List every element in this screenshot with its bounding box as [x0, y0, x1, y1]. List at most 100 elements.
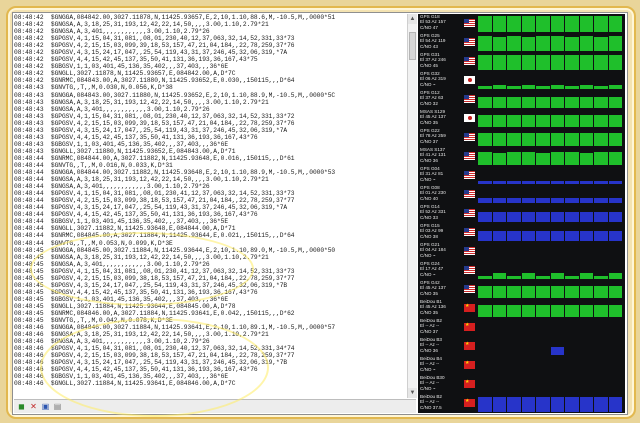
- signal-bar: [550, 305, 564, 317]
- satellite-el: El 37 Az 246: [420, 57, 446, 63]
- signal-bar: [521, 115, 535, 127]
- satellite-row: BeiDou B3 El -- Az -- C/NO 36 ★: [418, 337, 625, 356]
- signal-bar: [536, 231, 550, 241]
- signal-bar: [536, 153, 550, 165]
- copy-icon[interactable]: ▣: [41, 402, 50, 411]
- signal-strength-bars: [478, 148, 623, 165]
- log-scrollbar[interactable]: ▲ ▼: [407, 14, 417, 398]
- satellite-id: GPS G22: [420, 128, 440, 133]
- satellite-id: BeiDou B1: [420, 299, 442, 304]
- signal-bar: [536, 198, 550, 203]
- satellite-row: GPS G22 El 78 Az 259 C/NO 37: [418, 128, 625, 147]
- satellite-row: MSAS S137 El 41 Az 131 C/NO 36: [418, 147, 625, 166]
- signal-bar: [478, 305, 492, 317]
- signal-strength-bars: [478, 262, 623, 279]
- signal-bar: [608, 16, 622, 32]
- scroll-up-button[interactable]: ▲: [408, 14, 417, 24]
- signal-bar: [521, 198, 535, 203]
- signal-bar: [478, 133, 492, 146]
- cn-flag-icon: ★: [464, 380, 475, 388]
- satellite-el: El 03 Az 99: [420, 228, 444, 234]
- signal-bar: [478, 16, 492, 32]
- satellite-cn: C/NO 40: [420, 195, 438, 201]
- log-line: 08:48:45 $GNRMC,084846.00,A,3027.11884,N…: [14, 309, 295, 317]
- signal-bar: [565, 16, 579, 32]
- signal-bar: [536, 55, 550, 70]
- signal-strength-bars: [478, 34, 623, 51]
- satellite-el: El 41 Az 131: [420, 152, 446, 158]
- scroll-down-button[interactable]: ▼: [408, 388, 417, 398]
- satellite-label: GPS G25 El 54 Az 119 C/NO 43: [420, 33, 445, 49]
- satellite-row: GPS G04 El 31 Az 81 C/NO ~: [418, 166, 625, 185]
- signal-bar: [579, 153, 593, 165]
- signal-bar: [492, 153, 506, 165]
- signal-strength-bars: [478, 110, 623, 127]
- signal-strength-bars: [478, 376, 623, 393]
- highlight-ellipse: [40, 318, 269, 417]
- signal-bar: [492, 133, 506, 146]
- signal-bar: [594, 16, 608, 32]
- open-icon[interactable]: ◼: [18, 402, 25, 411]
- signal-bar: [507, 36, 521, 51]
- signal-bar: [565, 55, 579, 70]
- satellite-cn: C/NO ~: [420, 366, 436, 372]
- satellite-id: GPS G08: [420, 185, 440, 190]
- signal-bar: [550, 85, 564, 89]
- signal-bar: [521, 37, 535, 51]
- jp-flag-icon: [464, 114, 475, 122]
- signal-strength-bars: [478, 72, 623, 89]
- signal-strength-bars: [478, 395, 623, 412]
- signal-strength-bars: [478, 15, 623, 32]
- log-line: 08:48:42 $GBGSV,1,1,03,401,45,136,35,402…: [14, 63, 229, 71]
- log-icon[interactable]: ▤: [53, 402, 62, 411]
- signal-bar: [507, 198, 521, 203]
- log-line: 08:48:43 $GNGSA,A,3,18,25,31,193,12,42,2…: [14, 98, 269, 106]
- signal-strength-bars: [478, 129, 623, 146]
- signal-bar: [579, 286, 593, 298]
- signal-bar: [608, 36, 622, 51]
- signal-bar: [492, 286, 506, 298]
- satellite-row: BeiDou B1 El 45 Az 136 C/NO 35 ★: [418, 299, 625, 318]
- log-line: 08:48:43 $GNGSA,A,3,401,,,,,,,,,,,,3.00,…: [14, 105, 210, 113]
- satellite-row: GPS G15 El 03 Az 99 C/NO 38: [418, 223, 625, 242]
- signal-bar: [536, 286, 550, 298]
- signal-bar: [536, 86, 550, 89]
- log-line: 08:48:45 $GNGLL,3027.11884,N,11425.93644…: [14, 302, 236, 310]
- signal-bar: [550, 152, 564, 165]
- signal-bar: [492, 55, 506, 70]
- signal-bar: [594, 305, 608, 317]
- signal-bar: [565, 305, 579, 317]
- signal-bar: [550, 97, 564, 108]
- log-line: 08:48:42 $GNGSA,A,3,18,25,31,193,12,42,2…: [14, 21, 269, 29]
- satellite-el: El 04 Az 184: [420, 247, 446, 253]
- scroll-thumb[interactable]: [409, 32, 416, 60]
- satellite-label: GPS G42 El 45 Az 137 C/NO 35: [420, 280, 446, 296]
- signal-bar: [579, 85, 593, 89]
- signal-bar: [594, 198, 608, 203]
- signal-bar: [550, 36, 564, 51]
- signal-strength-bars: [478, 319, 623, 336]
- satellite-id: GPS G32: [420, 71, 440, 76]
- satellite-id: GPS G18: [420, 14, 440, 19]
- signal-bar: [550, 212, 564, 222]
- satellite-el: El -- Az --: [420, 323, 440, 329]
- satellite-cn: C/NO 38: [420, 233, 438, 239]
- satellite-cn: C/NO 36: [420, 157, 438, 163]
- satellite-cn: C/NO ~: [420, 81, 436, 87]
- satellite-el: El 53 Az 157: [420, 19, 446, 25]
- satellite-el: El -- Az --: [420, 399, 440, 405]
- signal-bar: [507, 276, 521, 279]
- satellite-el: El 17 Az 47: [420, 266, 444, 272]
- log-line: 08:48:44 $GNGGA,084844.00,3027.11882,N,1…: [14, 169, 336, 177]
- cn-flag-icon: ★: [464, 342, 475, 350]
- signal-bar: [579, 212, 593, 222]
- log-line: 08:48:43 $GNGGA,084843.00,3027.11880,N,1…: [14, 91, 336, 99]
- signal-bar: [478, 276, 492, 279]
- signal-bar: [579, 305, 593, 317]
- signal-bar: [536, 97, 550, 108]
- signal-bar: [507, 181, 521, 184]
- satellite-id: MSAS S129: [420, 109, 446, 114]
- satellite-label: BeiDou B2 El -- Az -- C/NO 37: [420, 318, 442, 334]
- signal-bar: [594, 152, 608, 165]
- close-icon[interactable]: ✕: [30, 402, 37, 411]
